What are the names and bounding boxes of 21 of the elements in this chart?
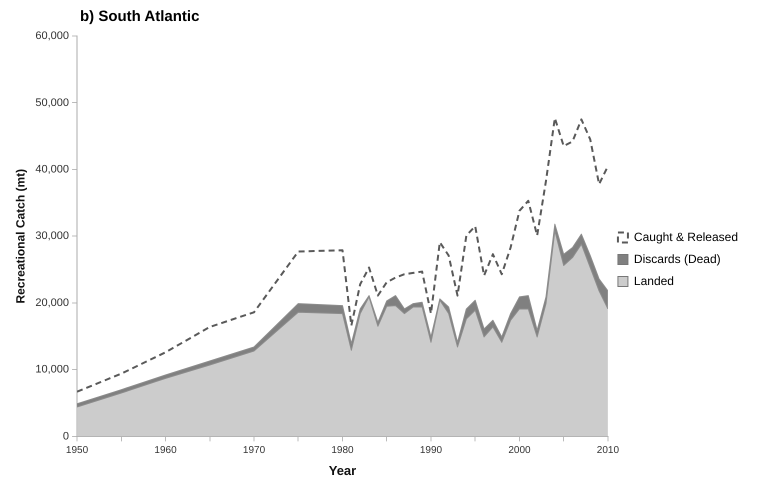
y-axis-title: Recreational Catch (mt) <box>14 168 28 304</box>
legend-label: Landed <box>634 274 674 288</box>
x-tick-label: 1970 <box>242 445 266 456</box>
y-tick-label: 0 <box>62 430 70 442</box>
x-tick-label: 2010 <box>596 445 620 456</box>
x-tick-label: 1980 <box>331 445 354 456</box>
x-tick-label: 1960 <box>154 445 178 456</box>
line-series <box>77 117 608 393</box>
x-tick-label: 1950 <box>66 445 89 456</box>
legend-label: Discards (Dead) <box>634 252 721 266</box>
chart-title: b) South Atlantic <box>80 8 200 25</box>
y-tick-label: 60,000 <box>35 30 70 42</box>
legend-label: Caught & Released <box>634 230 738 244</box>
x-tick-label: 1990 <box>420 445 443 456</box>
y-tick-label: 10,000 <box>35 364 70 376</box>
y-tick-label: 30,000 <box>35 230 70 242</box>
y-tick-label: 50,000 <box>35 96 70 109</box>
y-tick-label: 40,000 <box>35 164 70 176</box>
x-tick-label: 2000 <box>508 445 532 456</box>
y-tick-label: 20,000 <box>35 296 70 309</box>
x-axis-title: Year <box>328 462 356 478</box>
